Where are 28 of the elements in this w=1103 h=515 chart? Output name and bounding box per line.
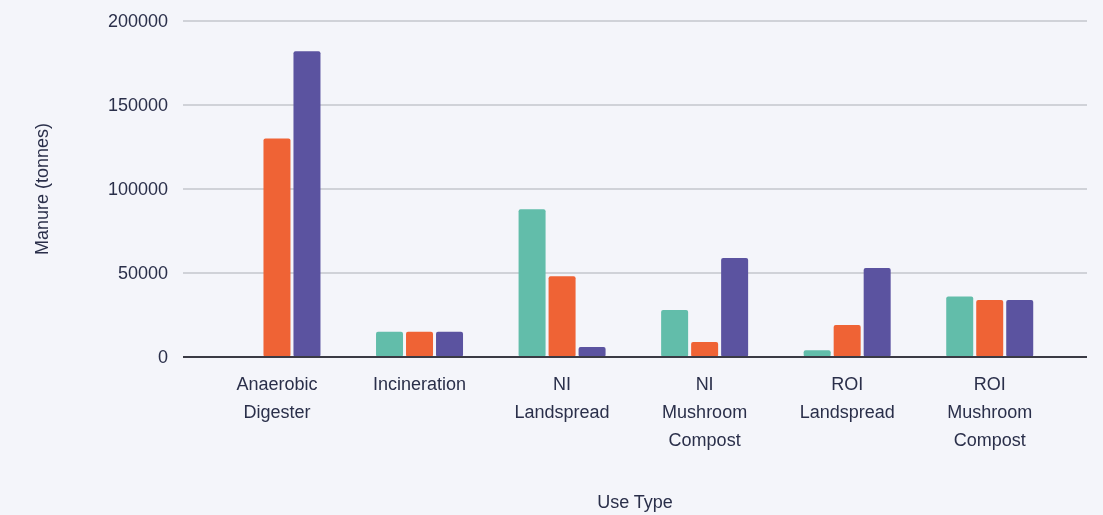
bar <box>263 138 291 357</box>
x-tick-label: ROI Mushroom Compost <box>947 374 1033 450</box>
x-axis-title: Use Type <box>597 492 673 512</box>
bar <box>661 309 689 357</box>
bar <box>518 209 546 357</box>
x-tick-label: NI Landspread <box>514 374 610 422</box>
bar <box>976 299 1004 357</box>
y-tick-label: 150000 <box>107 95 168 116</box>
bar <box>436 331 464 357</box>
bar <box>376 331 404 357</box>
y-tick-label: 200000 <box>107 11 168 32</box>
bar <box>293 51 321 357</box>
bar <box>406 331 434 357</box>
x-tick-label: NI Mushroom Compost <box>662 374 748 450</box>
x-tick-label: Incineration <box>372 374 467 394</box>
bar <box>548 276 576 357</box>
bar <box>1006 299 1034 357</box>
bar <box>721 257 749 357</box>
y-tick-label: 50000 <box>117 263 168 284</box>
bar <box>691 341 719 357</box>
bar <box>833 325 861 357</box>
y-axis-title: Manure (tonnes) <box>32 122 52 256</box>
x-tick-label: Anaerobic Digester <box>236 374 318 422</box>
y-tick-label: 100000 <box>107 179 168 200</box>
bar <box>863 267 891 357</box>
x-tick-label: ROI Landspread <box>799 374 895 422</box>
y-tick-label: 0 <box>157 347 168 368</box>
bar <box>946 296 974 357</box>
